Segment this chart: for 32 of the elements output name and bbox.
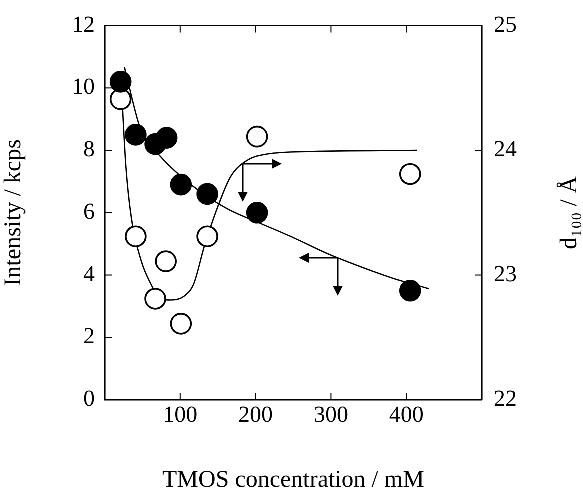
y-tick-label: 10 [72,74,95,100]
x-tick-label: 200 [238,402,274,427]
y2-tick-label: 25 [494,12,517,37]
point [125,226,147,248]
point [196,226,218,248]
y-tick-label: 2 [84,324,95,349]
y2-tick-label: 22 [494,386,517,412]
x-axis-title: TMOS concentration / mM [162,466,424,493]
x-tick-label: 400 [389,402,424,427]
point [144,288,166,310]
point [155,250,177,272]
x-tick-label: 300 [314,402,348,427]
x-tick-label: 100 [163,402,198,427]
point [246,202,268,224]
y-tick-label: 12 [72,12,95,37]
point [156,127,178,149]
point [399,280,422,302]
point [196,183,218,206]
y2-tick-label: 23 [494,261,517,286]
point [170,313,192,335]
y-tick-label: 0 [84,386,95,412]
point [110,71,132,93]
y-tick-label: 4 [84,261,96,286]
point [170,174,192,196]
y2-axis-title: d₁₀₀ / Å [556,176,582,250]
y-tick-label: 6 [84,198,95,224]
point [246,126,268,148]
point [125,124,147,146]
y-axis-title: Intensity / kcps [0,140,27,286]
point [399,163,422,186]
y-tick-label: 8 [84,136,95,162]
y2-tick-label: 24 [494,136,518,162]
